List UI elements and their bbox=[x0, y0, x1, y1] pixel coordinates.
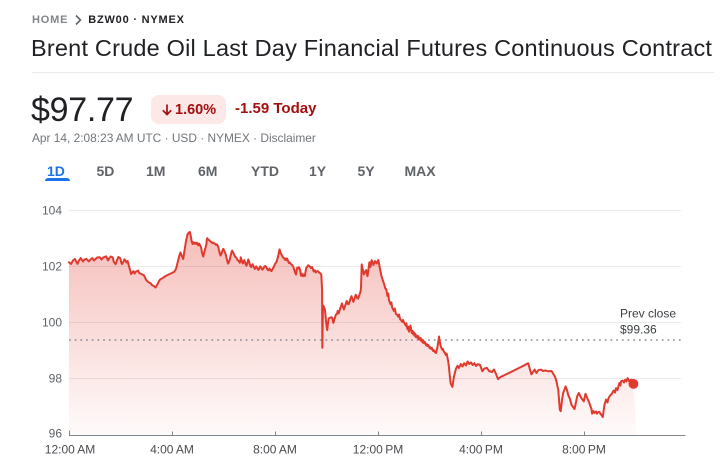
svg-text:100: 100 bbox=[42, 316, 62, 330]
svg-text:12:00 AM: 12:00 AM bbox=[45, 443, 95, 457]
svg-text:98: 98 bbox=[49, 372, 63, 386]
svg-text:$99.36: $99.36 bbox=[620, 323, 657, 337]
svg-text:102: 102 bbox=[42, 260, 62, 274]
svg-text:4:00 AM: 4:00 AM bbox=[150, 443, 194, 457]
svg-text:104: 104 bbox=[42, 204, 62, 218]
svg-text:8:00 PM: 8:00 PM bbox=[562, 443, 606, 457]
svg-text:Prev close: Prev close bbox=[620, 307, 676, 321]
svg-text:4:00 PM: 4:00 PM bbox=[459, 443, 503, 457]
svg-text:8:00 AM: 8:00 AM bbox=[253, 443, 297, 457]
svg-text:12:00 PM: 12:00 PM bbox=[353, 443, 403, 457]
svg-text:96: 96 bbox=[49, 427, 63, 441]
